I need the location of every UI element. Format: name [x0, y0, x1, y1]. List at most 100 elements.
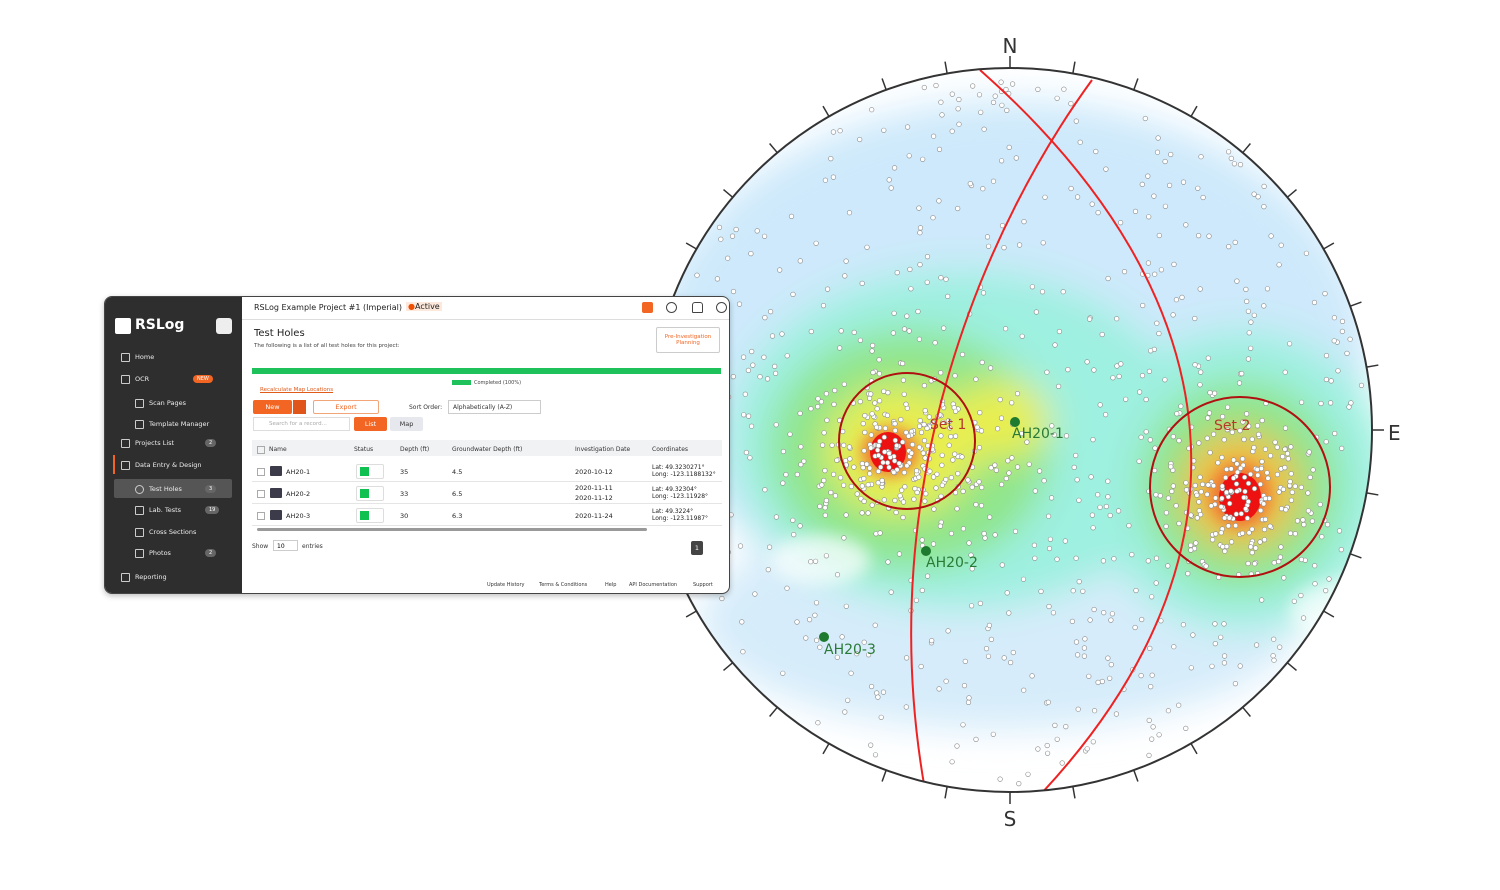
pole-point	[1116, 373, 1122, 380]
pole-point	[1107, 512, 1113, 519]
menu-item[interactable]: Reporting	[135, 573, 167, 581]
active-item-bg	[114, 479, 232, 498]
menu-item[interactable]: Cross Sections	[149, 528, 197, 536]
pole-point	[1218, 634, 1224, 640]
pole-point	[1272, 439, 1278, 445]
pole-point	[1174, 411, 1180, 417]
row-checkbox[interactable]	[257, 512, 265, 520]
pole-point	[1171, 261, 1177, 268]
pole-point	[892, 421, 898, 427]
pole-point	[1188, 547, 1194, 553]
pole-point	[1246, 330, 1252, 336]
menu-item[interactable]: OCR	[135, 375, 150, 383]
pole-point	[1195, 233, 1202, 239]
row-checkbox[interactable]	[257, 468, 265, 476]
pole-point	[1031, 542, 1037, 548]
pole-point	[729, 233, 736, 239]
pole-point	[917, 225, 924, 231]
pole-point	[1149, 672, 1155, 678]
pole-point	[1139, 373, 1146, 379]
list-button[interactable]: List	[354, 417, 387, 431]
export-button[interactable]: Export	[313, 400, 379, 414]
pole-point	[1105, 478, 1111, 484]
pole-point	[1298, 399, 1305, 405]
menu-item[interactable]: Scan Pages	[149, 399, 186, 407]
pole-point	[956, 96, 962, 103]
hole-name[interactable]: AH20-1	[286, 468, 311, 476]
pole-point	[999, 562, 1005, 568]
hole-name[interactable]: AH20-3	[286, 512, 311, 520]
pole-point	[1076, 497, 1082, 503]
row-checkbox[interactable]	[257, 490, 265, 498]
pole-point	[933, 82, 939, 89]
pole-point	[822, 468, 828, 474]
footer-link[interactable]: Support	[693, 582, 713, 588]
sort-select[interactable]: Alphabetically (A-Z)	[448, 400, 541, 414]
pole-point	[1261, 537, 1268, 543]
pole-point	[1039, 289, 1046, 295]
status-cell[interactable]	[356, 486, 384, 501]
pole-point	[1147, 348, 1154, 354]
header-checkbox[interactable]	[257, 446, 265, 454]
status-cell[interactable]	[356, 508, 384, 523]
icon[interactable]	[642, 302, 653, 313]
pole-point	[899, 360, 906, 367]
footer-link[interactable]: API Documentation	[629, 582, 678, 588]
menu-item[interactable]: Data Entry & Design	[135, 461, 202, 469]
status-cell[interactable]	[356, 464, 384, 479]
pole-point	[952, 408, 959, 414]
menu-item[interactable]: Projects List	[135, 439, 175, 447]
pole-point	[1358, 382, 1365, 389]
pole-point	[880, 459, 886, 466]
search-input[interactable]: Search for a record...	[253, 417, 350, 431]
pole-point	[1194, 515, 1200, 521]
menu-item[interactable]: Photos	[149, 549, 171, 557]
pole-point	[1117, 220, 1124, 226]
menu-toggle[interactable]	[216, 318, 232, 334]
pole-point	[1044, 742, 1050, 749]
coordinate: Lat: 49.3230271°	[652, 464, 705, 471]
tick	[685, 610, 697, 618]
bell-icon[interactable]	[692, 302, 703, 313]
pole-point	[912, 486, 918, 492]
pole-point	[869, 411, 875, 417]
map-button[interactable]: Map	[390, 417, 423, 431]
column-header: Investigation Date	[575, 446, 631, 453]
menu-item[interactable]: Home	[135, 353, 155, 361]
page-button[interactable]: 1	[691, 541, 703, 555]
tick	[1349, 301, 1362, 307]
menu-item[interactable]: Test Holes	[149, 485, 182, 493]
help-icon[interactable]	[666, 302, 677, 313]
investigation-date: 2020-11-11	[575, 484, 613, 492]
pole-point	[1045, 699, 1051, 705]
pole-point	[881, 449, 888, 455]
footer-link[interactable]: Update History	[487, 582, 525, 588]
new-button[interactable]: New	[253, 400, 292, 414]
pole-point	[867, 471, 873, 477]
pole-point	[1170, 483, 1176, 489]
pole-point	[1105, 275, 1111, 282]
menu-item[interactable]: Lab. Tests	[149, 506, 182, 514]
menu-item[interactable]: Template Manager	[149, 420, 210, 428]
pole-point	[869, 107, 875, 113]
show-label: Show	[252, 543, 269, 550]
pole-point	[932, 340, 938, 346]
pole-point	[1209, 537, 1216, 543]
tick	[685, 242, 697, 250]
footer-link[interactable]: Terms & Conditions	[539, 582, 588, 588]
hole-name[interactable]: AH20-2	[286, 490, 311, 498]
entries-select[interactable]: 10	[273, 540, 298, 551]
pole-point	[892, 427, 898, 434]
planning-button[interactable]: Pre-Investigation Planning	[656, 327, 720, 353]
pole-point	[1016, 780, 1022, 787]
new-dropdown[interactable]	[293, 400, 306, 414]
menu-icon	[121, 439, 130, 448]
pole-point	[959, 351, 966, 358]
pole-point	[718, 236, 724, 242]
pole-point	[830, 471, 837, 478]
footer-link[interactable]: Help	[605, 582, 617, 588]
recalc-link[interactable]: Recalculate Map Locations	[260, 387, 334, 393]
coordinate: Lat: 49.32304°	[652, 486, 697, 493]
user-icon[interactable]	[716, 302, 727, 313]
pole-point	[1240, 419, 1246, 425]
